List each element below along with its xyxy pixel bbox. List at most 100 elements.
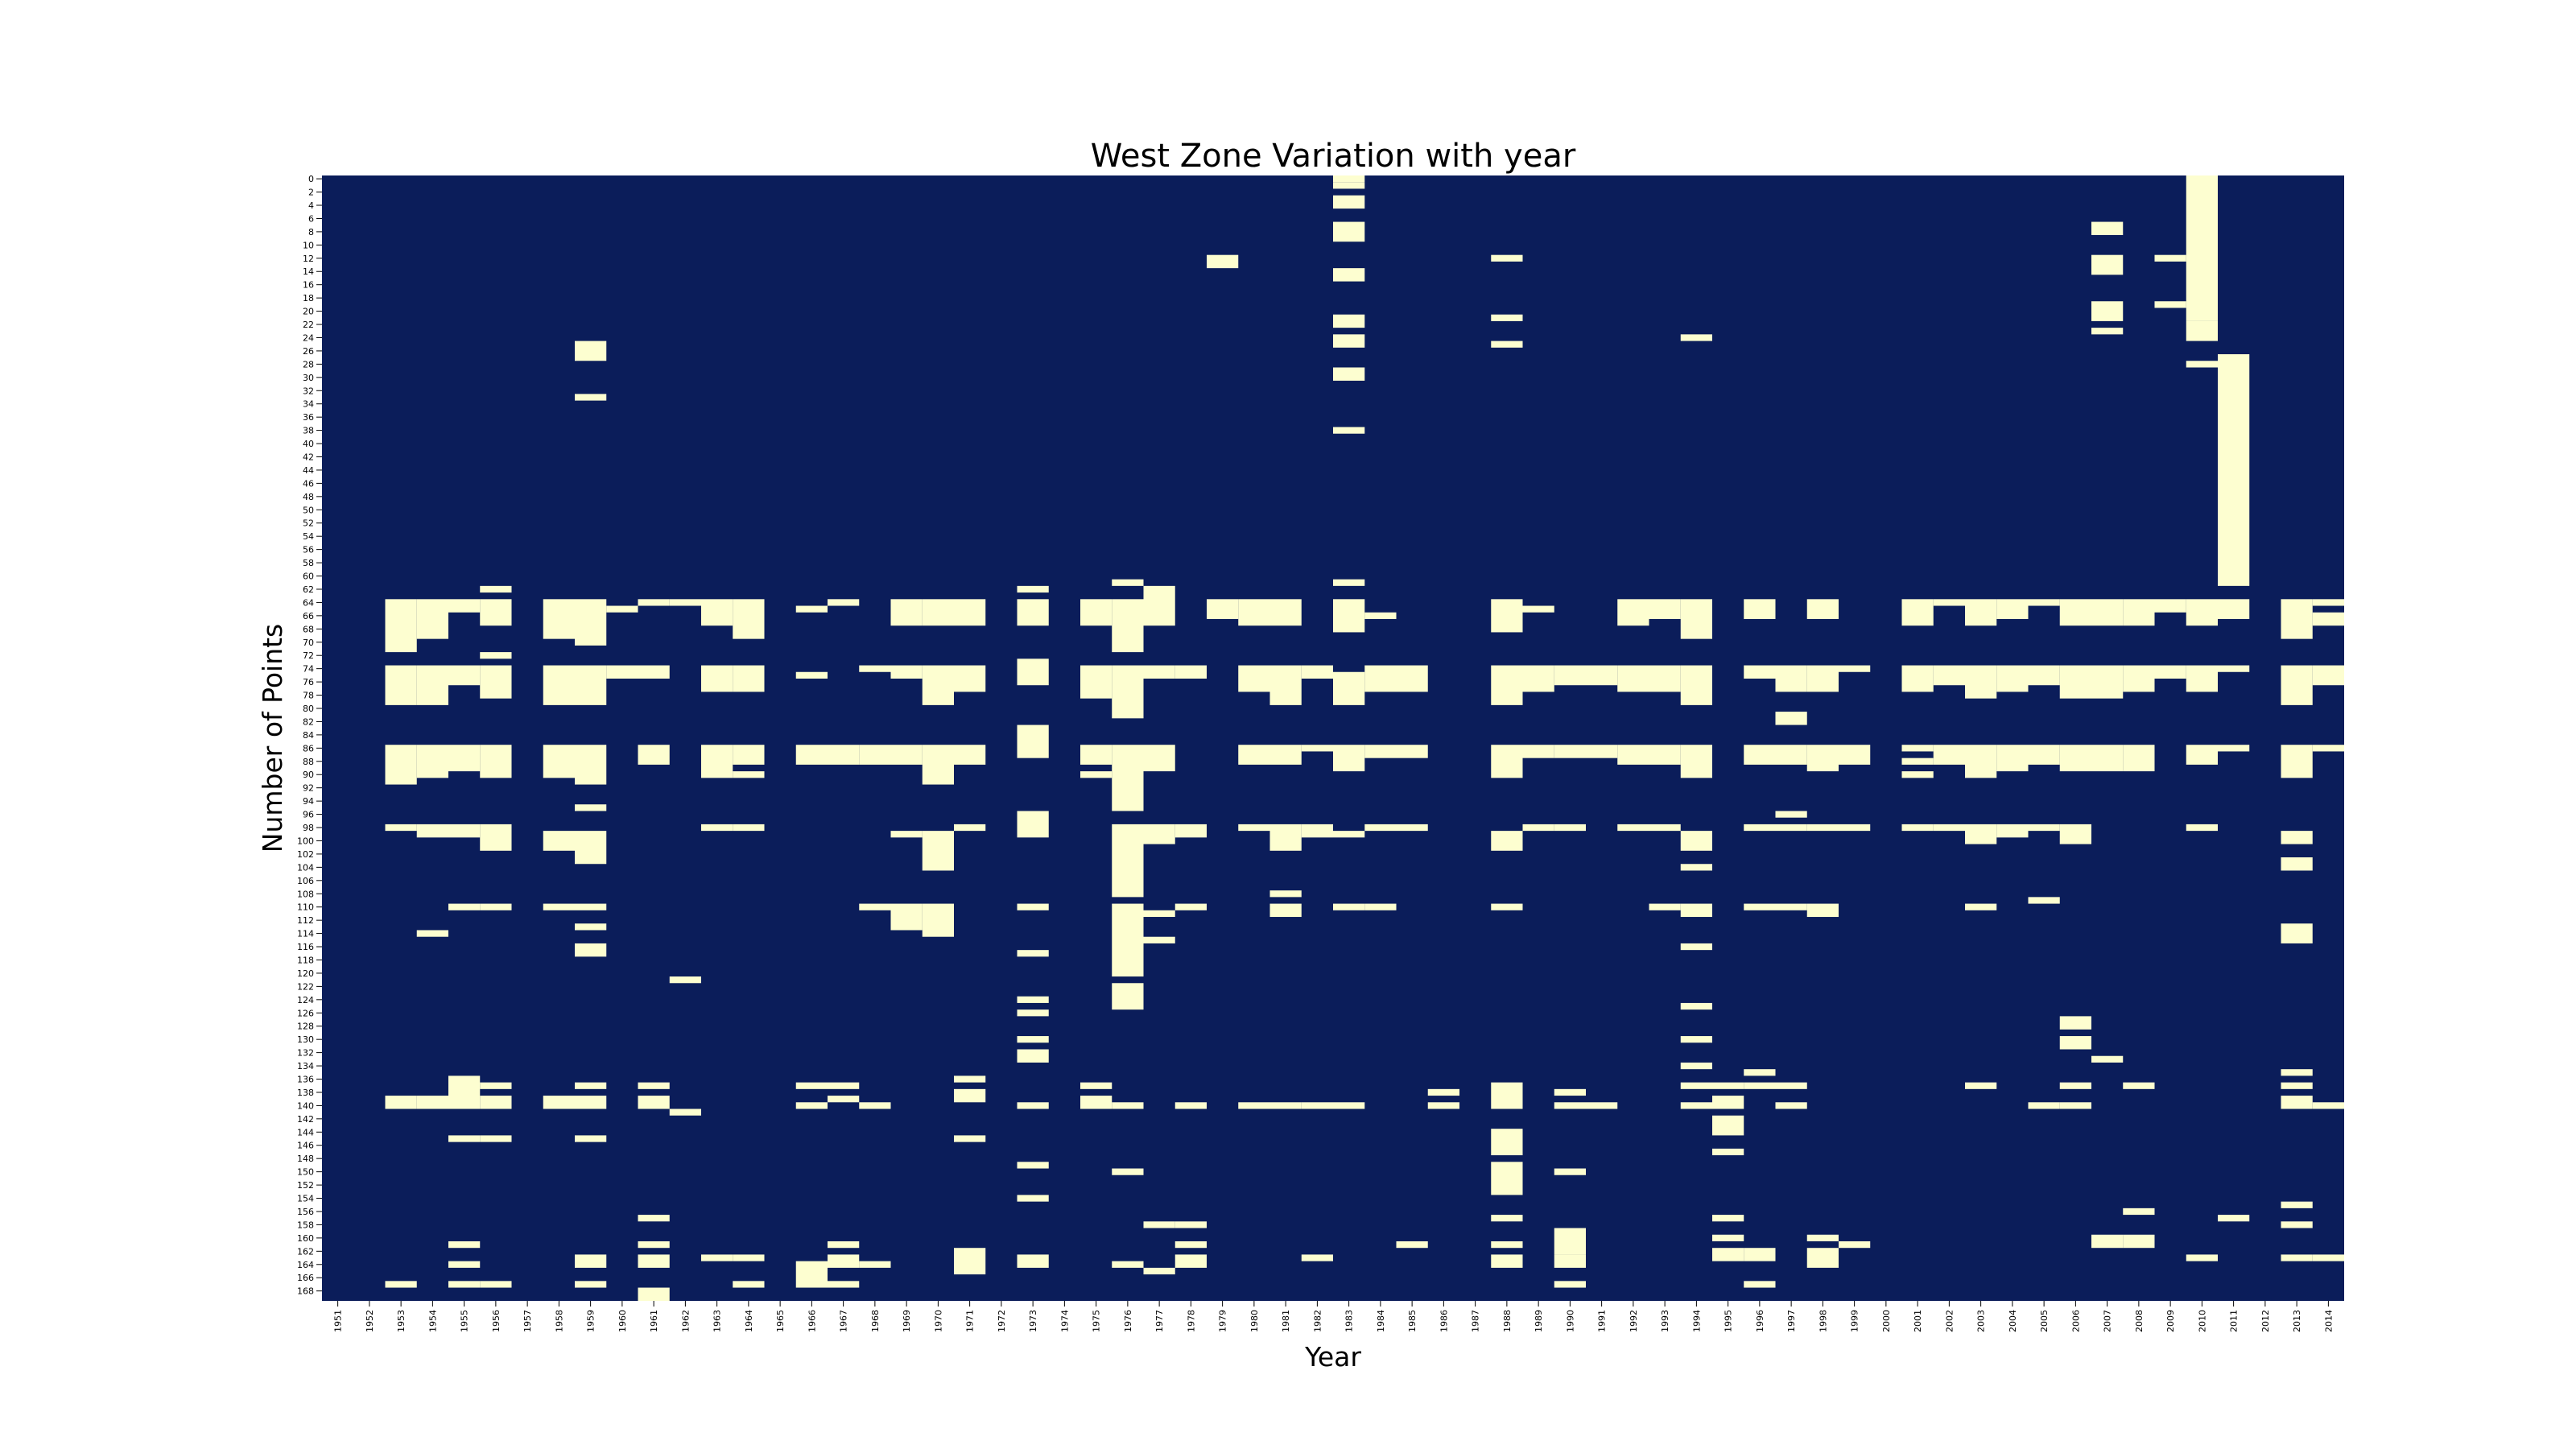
x-tick-label: 1985 [1407, 1310, 1418, 1332]
heatmap-cell-1998-86-89 [1806, 745, 1839, 772]
heatmap-cell-1976-64-71 [1112, 599, 1144, 653]
heatmap-cell-1988-157-157 [1491, 1215, 1523, 1222]
heatmap-cell-1998-98-98 [1806, 824, 1839, 832]
x-axis: 1951 1952 1953 1954 1955 1956 1957 1958 1959 1960… [333, 1301, 2334, 1332]
heatmap-cell-1968-74-74 [859, 665, 891, 672]
x-tick-label: 1976 [1123, 1310, 1133, 1332]
heatmap-cell-2001-64-67 [1901, 599, 1934, 626]
y-tick-label: 24 [303, 332, 314, 343]
heatmap-cell-2010-86-88 [2186, 745, 2218, 765]
heatmap-cell-1995-157-157 [1712, 1215, 1744, 1222]
heatmap-cell-1990-138-138 [1554, 1088, 1586, 1096]
y-tick-label: 8 [308, 227, 314, 237]
heatmap-cell-1995-137-137 [1712, 1082, 1744, 1089]
x-tick-label: 1974 [1059, 1310, 1070, 1332]
y-tick-label: 106 [297, 876, 314, 886]
heatmap-cell-1997-74-77 [1775, 665, 1807, 692]
heatmap-cell-1988-110-110 [1491, 903, 1523, 910]
heatmap-cell-2003-98-100 [1965, 824, 1997, 844]
heatmap-cell-2013-155-155 [2281, 1201, 2313, 1208]
heatmap-cell-1994-24-24 [1680, 334, 1712, 341]
y-tick-label: 134 [297, 1061, 314, 1071]
x-tick-label: 1970 [933, 1310, 943, 1332]
heatmap-cell-1955-164-164 [448, 1261, 481, 1268]
heatmap-cell-1992-98-98 [1617, 824, 1649, 832]
heatmap-cell-1958-99-101 [543, 831, 575, 851]
y-tick-label: 72 [303, 650, 314, 661]
heatmap-cell-1955-145-145 [448, 1135, 481, 1142]
heatmap-cell-1958-86-90 [543, 745, 575, 778]
heatmap-cell-2011-157-157 [2218, 1215, 2250, 1222]
x-tick-label: 1955 [460, 1310, 470, 1332]
heatmap-cell-1975-139-140 [1080, 1096, 1113, 1109]
heatmap-cell-1967-163-164 [828, 1254, 860, 1268]
heatmap-cell-1961-86-88 [638, 745, 670, 765]
heatmap-cell-1955-74-76 [448, 665, 481, 686]
heatmap-cell-1959-113-113 [575, 923, 607, 931]
heatmap-cell-1962-141-141 [669, 1108, 701, 1116]
heatmap-cell-1988-64-68 [1491, 599, 1523, 633]
heatmap-cell-2014-163-163 [2312, 1254, 2344, 1261]
heatmap-cell-1971-145-145 [954, 1135, 986, 1142]
x-tick-label: 1995 [1724, 1310, 1734, 1332]
heatmap-cell-1992-86-88 [1617, 745, 1649, 765]
heatmap-cell-2003-64-67 [1965, 599, 1997, 626]
x-tick-label: 1982 [1312, 1310, 1323, 1332]
x-tick-label: 1971 [965, 1310, 976, 1332]
heatmap-cell-1988-149-153 [1491, 1162, 1523, 1195]
x-tick-label: 2009 [2165, 1310, 2176, 1332]
y-tick-label: 48 [303, 492, 314, 502]
y-tick-label: 120 [297, 968, 314, 979]
heatmap-cell-1996-110-110 [1744, 903, 1776, 910]
y-tick-label: 68 [303, 624, 314, 634]
heatmap-cell-1973-163-164 [1017, 1254, 1049, 1268]
heatmap-cell-1956-98-101 [480, 824, 512, 851]
y-tick-label: 46 [303, 478, 314, 489]
y-tick-label: 162 [297, 1246, 314, 1257]
x-tick-label: 1967 [839, 1310, 849, 1332]
heatmap-cell-1963-74-77 [701, 665, 733, 692]
heatmap-cell-2009-74-75 [2154, 665, 2186, 679]
heatmap-cell-1973-124-124 [1017, 996, 1049, 1003]
x-tick-label: 2002 [1944, 1310, 1955, 1332]
heatmap-cell-1994-104-104 [1680, 864, 1712, 871]
heatmap-cell-1994-125-125 [1680, 1002, 1712, 1010]
heatmap-cell-1999-161-161 [1839, 1241, 1871, 1249]
heatmap-cell-2007-74-78 [2091, 665, 2124, 699]
heatmap-cell-1975-90-90 [1080, 771, 1113, 778]
heatmap-cell-1993-110-110 [1649, 903, 1681, 910]
heatmap-cell-1973-140-140 [1017, 1102, 1049, 1109]
heatmap-cell-1973-132-133 [1017, 1049, 1049, 1063]
heatmap-cell-1998-74-77 [1806, 665, 1839, 692]
heatmap-cell-1966-137-137 [795, 1082, 828, 1089]
heatmap-cell-1982-140-140 [1301, 1102, 1333, 1109]
y-tick-label: 122 [297, 981, 314, 992]
heatmap-cell-1983-140-140 [1333, 1102, 1365, 1109]
heatmap-cell-1988-161-161 [1491, 1241, 1523, 1249]
heatmap-cell-1997-81-82 [1775, 712, 1807, 725]
chart-title: West Zone Variation with year [1091, 138, 1576, 175]
heatmap-cell-1959-139-140 [575, 1096, 607, 1109]
x-tick-label: 2003 [1976, 1310, 1987, 1332]
heatmap-cell-1956-64-67 [480, 599, 512, 626]
heatmap-cell-1990-159-162 [1554, 1228, 1586, 1255]
heatmap-cell-2008-137-137 [2123, 1082, 2155, 1089]
heatmap-cell-1995-160-160 [1712, 1234, 1744, 1241]
heatmap-cell-1960-74-75 [606, 665, 638, 679]
x-tick-label: 2013 [2292, 1310, 2302, 1332]
y-tick-label: 2 [308, 188, 314, 198]
x-tick-label: 1963 [712, 1310, 723, 1332]
x-tick-label: 1968 [870, 1310, 881, 1332]
y-tick-label: 110 [297, 902, 314, 913]
heatmap-cell-1956-110-110 [480, 903, 512, 910]
y-tick-label: 84 [303, 730, 314, 741]
heatmap-cell-1985-86-87 [1396, 745, 1428, 758]
x-tick-label: 2008 [2134, 1310, 2145, 1332]
heatmap-cell-1976-150-150 [1112, 1168, 1144, 1175]
heatmap-cell-1962-121-121 [669, 976, 701, 984]
heatmap-cell-1981-64-67 [1269, 599, 1302, 626]
heatmap-cell-1971-98-98 [954, 824, 986, 832]
heatmap-cell-1975-137-137 [1080, 1082, 1113, 1089]
heatmap-cell-1966-86-88 [795, 745, 828, 765]
x-tick-label: 1973 [1028, 1310, 1038, 1332]
